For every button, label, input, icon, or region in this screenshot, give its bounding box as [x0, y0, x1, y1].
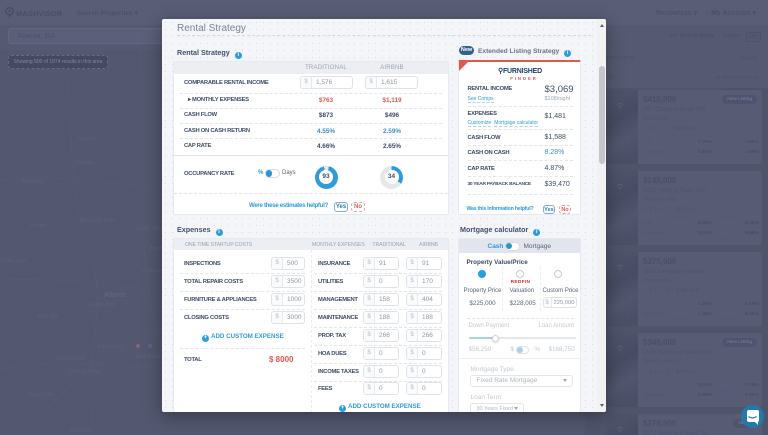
svg-text:Camp Creek: Camp Creek: [55, 356, 86, 362]
svg-text:Midtown: Midtown: [142, 268, 162, 274]
svg-text:Union City: Union City: [28, 392, 54, 398]
svg-text:East Point: East Point: [98, 344, 124, 350]
svg-text:Georgia Aqu.: Georgia Aqu.: [85, 302, 118, 308]
svg-text:Vinings: Vinings: [75, 160, 93, 166]
svg-text:Riverdale: Riverdale: [70, 428, 93, 434]
svg-text:Westside Park: Westside Park: [80, 218, 116, 224]
svg-text:College Park: College Park: [68, 369, 100, 375]
svg-text:Sandy Sprs: Sandy Sprs: [135, 226, 164, 232]
svg-text:Atlanta: Atlanta: [104, 292, 126, 299]
svg-text:Smyrna: Smyrna: [78, 136, 98, 142]
svg-text:East Atlanta: East Atlanta: [136, 354, 163, 360]
svg-text:Austell: Austell: [30, 223, 47, 229]
svg-text:Ben Hill: Ben Hill: [38, 314, 57, 320]
svg-text:Lithia Sprs: Lithia Sprs: [0, 258, 26, 264]
svg-text:Mableton: Mableton: [22, 179, 45, 185]
